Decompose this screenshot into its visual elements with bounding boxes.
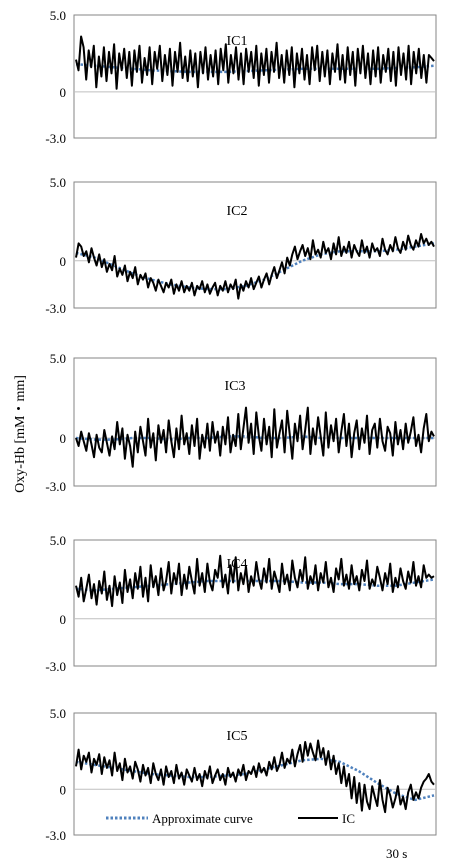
- y-tick-label: 5.0: [50, 8, 66, 23]
- panel-ic2: 5.0 0 -3.0 IC2: [45, 175, 437, 316]
- y-tick-label: 0: [60, 782, 67, 797]
- y-axis-label: Oxy-Hb [mM・mm]: [13, 375, 28, 493]
- plot-frame: [73, 712, 437, 836]
- ic-signal-line: [75, 406, 435, 468]
- ic-signal-line: [75, 35, 435, 90]
- plot-frame: [73, 357, 437, 487]
- x-scale-label: 30 s: [386, 846, 407, 861]
- y-tick-label: -3.0: [45, 131, 66, 146]
- panel-ic4: 5.0 0 -3.0 IC4: [45, 533, 437, 674]
- y-tick-label: 0: [60, 85, 67, 100]
- y-tick-label: 5.0: [50, 533, 66, 548]
- y-tick-label: -3.0: [45, 828, 66, 843]
- panel-title: IC5: [227, 729, 248, 744]
- legend-ic-label: IC: [342, 811, 355, 826]
- y-tick-label: -3.0: [45, 659, 66, 674]
- y-tick-label: 0: [60, 431, 67, 446]
- y-tick-label: -3.0: [45, 479, 66, 494]
- plot-frame: [73, 539, 437, 667]
- panel-ic3: 5.0 0 -3.0 IC3: [45, 351, 437, 494]
- legend-approx-label: Approximate curve: [152, 811, 253, 826]
- panel-title: IC2: [227, 204, 248, 219]
- panels: 5.0 0 -3.0 IC1 5.0 0 -3.0 IC2 5.0 0 -3.0 IC3 5.0 0 -3.…: [45, 8, 437, 843]
- ic-signal-line: [75, 554, 435, 608]
- y-tick-label: 5.0: [50, 351, 66, 366]
- y-tick-label: 0: [60, 612, 67, 627]
- legend: Approximate curve IC: [106, 811, 355, 826]
- plot-frame: [73, 14, 437, 139]
- y-tick-label: 5.0: [50, 175, 66, 190]
- panel-title: IC3: [225, 379, 246, 394]
- y-tick-label: 5.0: [50, 706, 66, 721]
- y-tick-label: 0: [60, 254, 67, 269]
- ic-signal-line: [75, 739, 435, 814]
- panel-ic1: 5.0 0 -3.0 IC1: [45, 8, 437, 146]
- y-tick-label: -3.0: [45, 301, 66, 316]
- panel-title: IC1: [227, 34, 248, 49]
- panel-title: IC4: [227, 557, 248, 572]
- plot-frame: [73, 181, 437, 309]
- ic-signal-line: [75, 233, 435, 300]
- panel-ic5: 5.0 0 -3.0 IC5: [45, 706, 437, 843]
